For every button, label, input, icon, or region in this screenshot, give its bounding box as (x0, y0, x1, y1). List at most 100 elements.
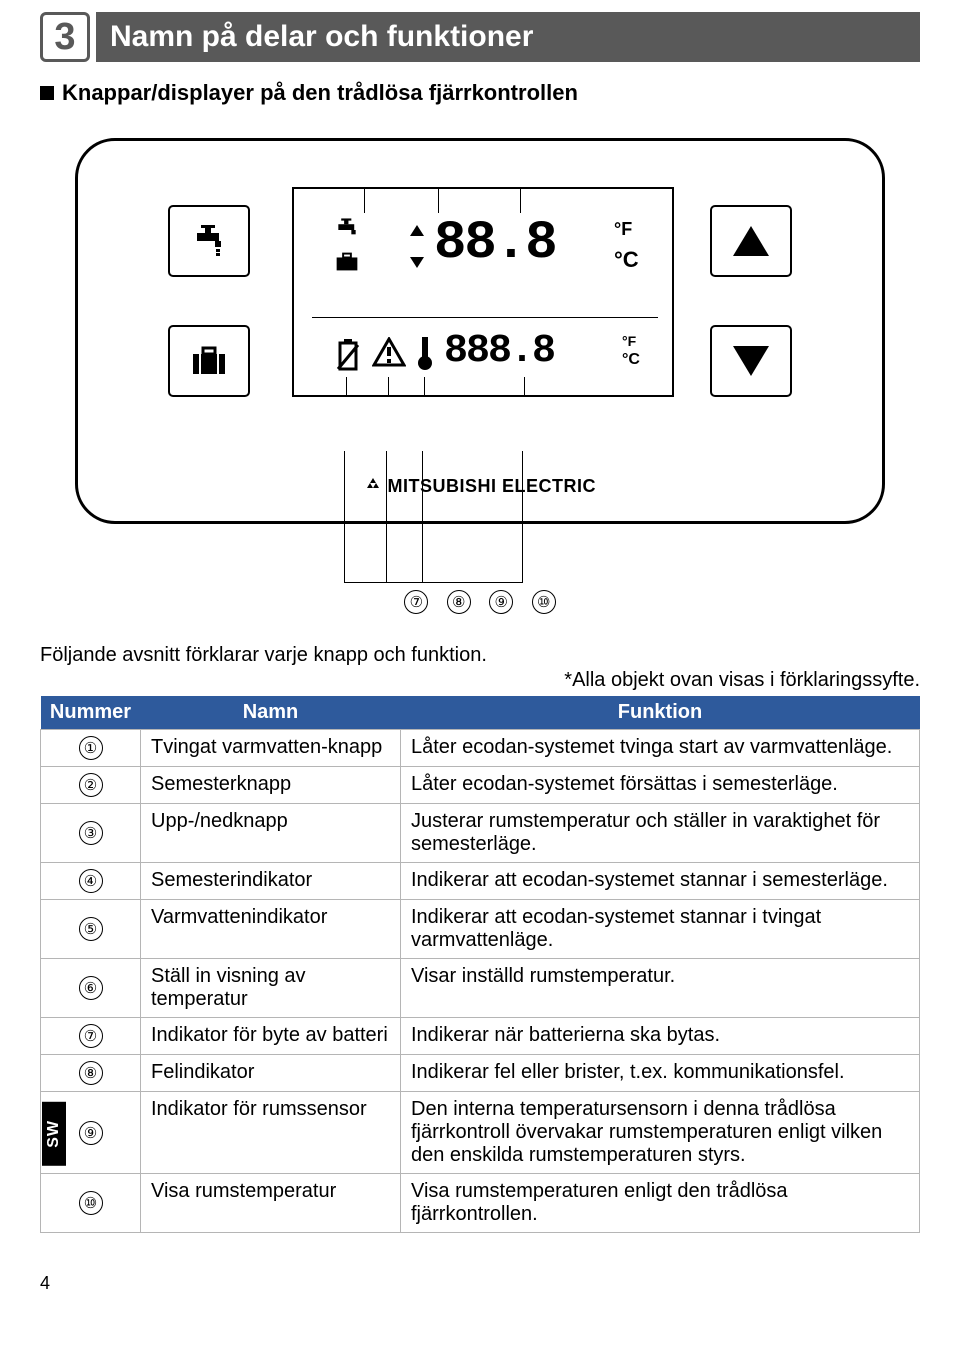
cell-name: Indikator för rumssensor (141, 1092, 401, 1174)
table-row: ① Tvingat varmvatten-knappLåter ecodan-sy… (41, 730, 920, 767)
page-number: 4 (40, 1273, 920, 1294)
cell-function: Justerar rumstemperatur och ställer in v… (401, 804, 920, 863)
bullet-square-icon (40, 86, 54, 100)
leader-line (522, 451, 523, 583)
table-row: ⑩ Visa rumstemperaturVisa rumstemperature… (41, 1174, 920, 1233)
lcd-unit-c: °C (614, 247, 639, 273)
cell-function: Indikerar fel eller brister, t.ex. kommu… (401, 1055, 920, 1092)
thermometer-icon (414, 335, 436, 371)
triangle-down-icon (733, 346, 769, 376)
cell-function: Låter ecodan-systemet tvinga start av va… (401, 730, 920, 767)
leader-line (524, 377, 525, 395)
table-row: ⑨ Indikator för rumssensorDen interna tem… (41, 1092, 920, 1174)
suitcase-icon (189, 344, 229, 378)
leader-line (344, 582, 522, 583)
cell-number: ⑤ (41, 900, 141, 959)
function-table: Nummer Namn Funktion ①Tvingat varmvatten… (40, 696, 920, 1233)
table-row: ⑤VarmvattenindikatorIndikerar att ecodan… (41, 900, 920, 959)
row-callout: ② (79, 773, 103, 797)
warning-icon (372, 337, 406, 367)
cell-number: ⑧ (41, 1055, 141, 1092)
cell-number: ④ (41, 863, 141, 900)
cell-number: ⑩ (41, 1174, 141, 1233)
section-title: Namn på delar och funktioner (110, 20, 533, 54)
table-row: ③Upp-/nedknappJusterar rumstemperatur oc… (41, 804, 920, 863)
mini-down-icon (410, 257, 424, 268)
row-callout: ⑩ (79, 1191, 103, 1215)
battery-icon (334, 337, 362, 373)
callout-7: ⑦ (404, 590, 428, 614)
leader-line (520, 189, 521, 213)
lcd-sub-unit-c: °C (622, 351, 640, 369)
cell-function: Indikerar när batterierna ska bytas. (401, 1018, 920, 1055)
callout-9: ⑨ (489, 590, 513, 614)
leader-line (388, 377, 389, 395)
cell-function: Visar inställd rumstemperatur. (401, 959, 920, 1018)
cell-name: Ställ in visning av temperatur (141, 959, 401, 1018)
remote-frame: 88.8 °F °C (75, 138, 885, 524)
subtitle: Knappar/displayer på den trådlösa fjärrk… (62, 80, 578, 106)
page: 3 Namn på delar och funktioner Knappar/d… (40, 12, 920, 1294)
table-row: ⑥ Ställ in visning av temperaturVisar ins… (41, 959, 920, 1018)
section-number-box: 3 (40, 12, 90, 62)
cell-function: Indikerar att ecodan-systemet stannar i … (401, 900, 920, 959)
cell-function: Visa rumstemperaturen enligt den trådlös… (401, 1174, 920, 1233)
suitcase-icon (334, 251, 360, 273)
leader-line (386, 451, 387, 583)
row-callout: ⑦ (79, 1024, 103, 1048)
cell-name: Felindikator (141, 1055, 401, 1092)
lcd-sub-value: 888.8 (444, 329, 554, 374)
cell-number: ⑥ (41, 959, 141, 1018)
holiday-button[interactable] (168, 325, 250, 397)
cell-number: ③ (41, 804, 141, 863)
cell-name: Indikator för byte av batteri (141, 1018, 401, 1055)
cell-name: Varmvattenindikator (141, 900, 401, 959)
row-callout: ⑧ (79, 1061, 103, 1085)
lcd-main-value: 88.8 (434, 213, 556, 274)
section-number-outline: 3 (40, 12, 90, 62)
callout-8: ⑧ (447, 590, 471, 614)
callouts-bottom: ⑦ ⑧ ⑨ ⑩ (75, 590, 885, 614)
row-callout: ⑨ (79, 1121, 103, 1145)
section-title-bar: Namn på delar och funktioner (96, 12, 920, 62)
th-function: Funktion (401, 696, 920, 730)
cell-name: Tvingat varmvatten-knapp (141, 730, 401, 767)
cell-name: Visa rumstemperatur (141, 1174, 401, 1233)
leader-line (422, 451, 423, 583)
table-row: ⑧ FelindikatorIndikerar fel eller brister… (41, 1055, 920, 1092)
cell-name: Upp-/nedknapp (141, 804, 401, 863)
leader-line (364, 189, 365, 213)
cell-name: Semesterknapp (141, 767, 401, 804)
up-button[interactable] (710, 205, 792, 277)
triangle-up-icon (733, 226, 769, 256)
mini-up-icon (410, 225, 424, 236)
section-number: 3 (54, 16, 75, 59)
row-callout: ① (79, 736, 103, 760)
leader-line (424, 377, 425, 395)
brand-label: MITSUBISHI ELECTRIC (78, 476, 882, 497)
leader-line (438, 189, 439, 213)
cell-name: Semesterindikator (141, 863, 401, 900)
cell-number: ② (41, 767, 141, 804)
cell-function: Låter ecodan-systemet försättas i semest… (401, 767, 920, 804)
brand-text: MITSUBISHI ELECTRIC (388, 476, 597, 496)
tap-icon (334, 217, 360, 243)
row-callout: ⑥ (79, 976, 103, 1000)
mitsubishi-logo-icon (364, 478, 382, 494)
tap-icon (191, 223, 227, 259)
callout-10: ⑩ (532, 590, 556, 614)
lcd-display: 88.8 °F °C (292, 187, 674, 397)
cell-function: Den interna temperatursensorn i denna tr… (401, 1092, 920, 1174)
leader-line (344, 451, 345, 583)
table-row: ⑦ Indikator för byte av batteriIndikerar … (41, 1018, 920, 1055)
divider-line (312, 317, 658, 318)
language-tab: SW (42, 1102, 66, 1166)
leader-line (346, 377, 347, 395)
cell-function: Indikerar att ecodan-systemet stannar i … (401, 863, 920, 900)
lcd-unit-f: °F (614, 219, 632, 240)
lcd-sub-unit-f: °F (622, 333, 636, 349)
down-button[interactable] (710, 325, 792, 397)
table-row: ④SemesterindikatorIndikerar att ecodan-s… (41, 863, 920, 900)
note-right: *Alla objekt ovan visas i förklaringssyf… (40, 669, 920, 692)
hot-water-button[interactable] (168, 205, 250, 277)
